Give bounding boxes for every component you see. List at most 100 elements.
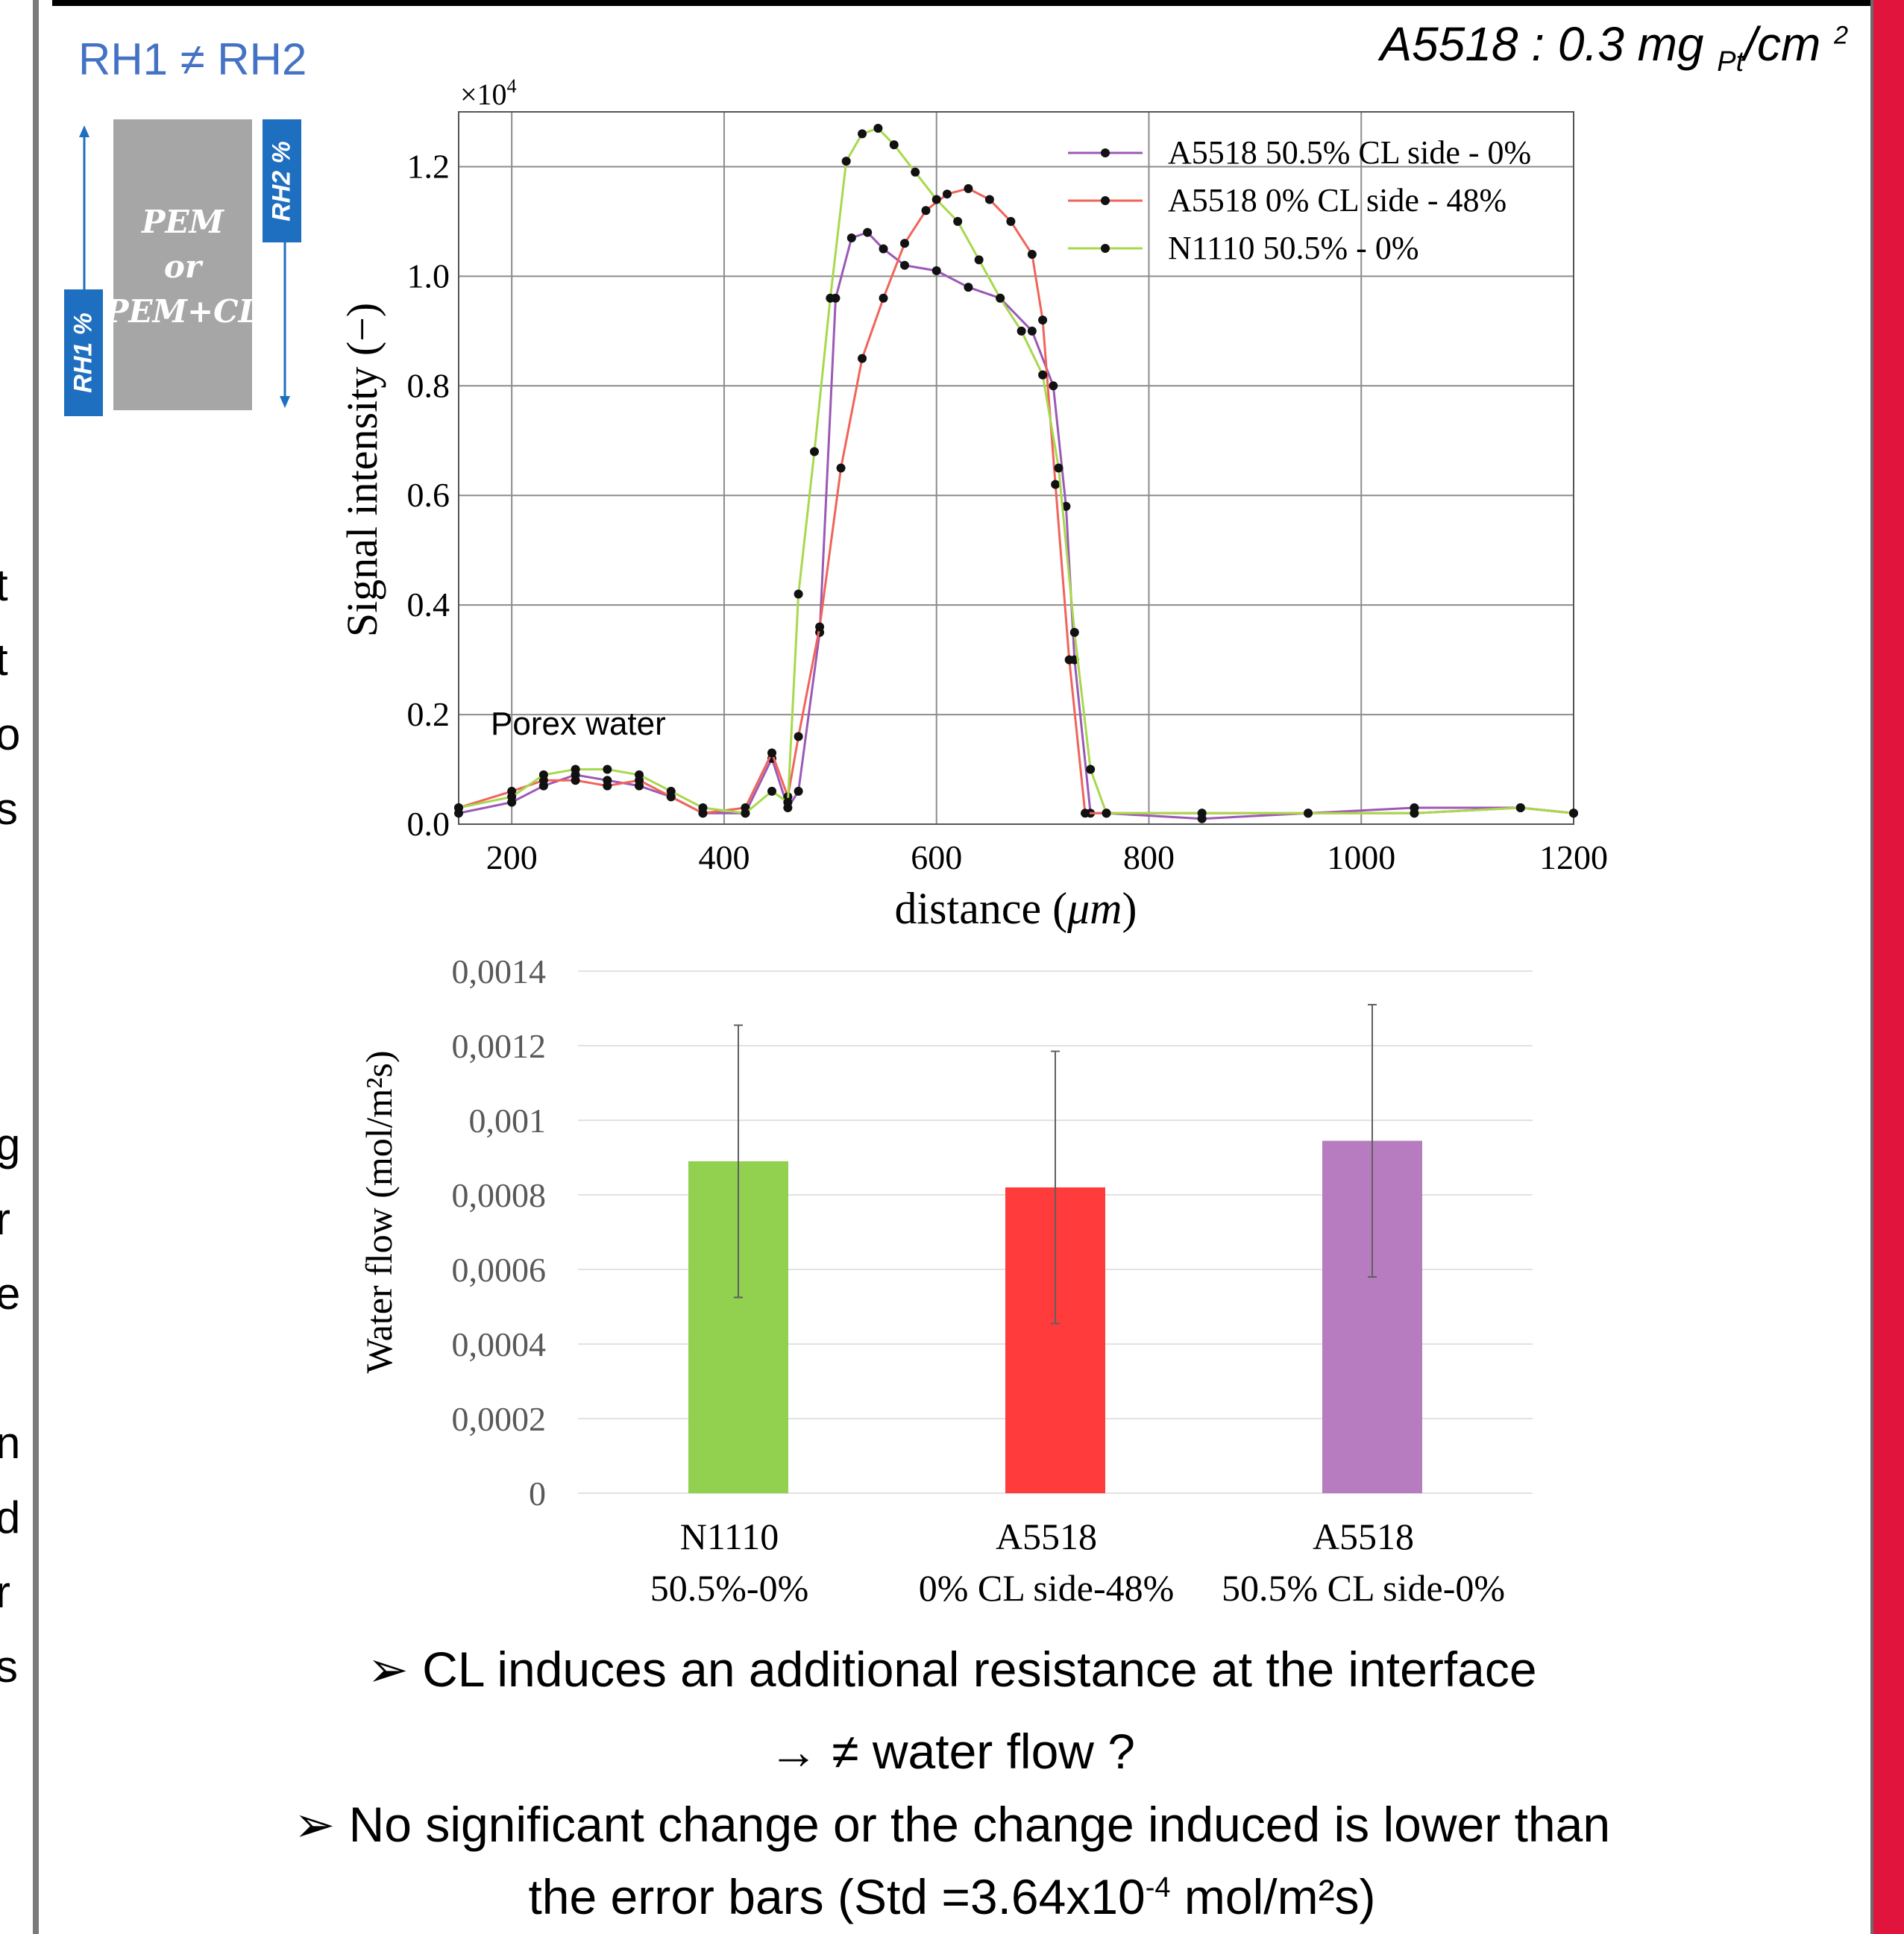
data-point — [635, 770, 644, 779]
data-point — [1038, 370, 1048, 380]
data-point — [964, 283, 973, 292]
data-point — [767, 786, 777, 796]
y-tick-label: 0,0008 — [452, 1176, 547, 1214]
right-arrow-icon: → — [768, 1724, 832, 1779]
data-point — [783, 797, 793, 807]
sample-main: A5518 : 0.3 mg — [1380, 17, 1704, 71]
data-point — [836, 463, 846, 473]
pem-line: PEM — [141, 204, 224, 240]
cut-text-letter: e — [0, 1269, 21, 1319]
left-rule — [33, 0, 39, 1934]
data-point — [984, 195, 994, 204]
line-chart-ylabel: Signal intensity (−) — [338, 303, 386, 637]
data-point — [879, 293, 888, 303]
series-line-3 — [458, 127, 1574, 814]
rh1-tag: RH1 % — [64, 289, 103, 416]
line-chart-legend: A5518 50.5% CL side - 0% A5518 0% CL side… — [1068, 134, 1531, 266]
data-point — [603, 781, 612, 791]
category-label-line2: 0% CL side-48% — [919, 1567, 1175, 1609]
conclusion-text: the error bars (Std =3.64x10 — [528, 1869, 1146, 1924]
exponent: -4 — [1145, 1872, 1171, 1903]
data-point — [794, 732, 803, 741]
x-tick-label: 1200 — [1539, 838, 1608, 876]
data-point — [1064, 655, 1074, 665]
y-tick-label: 0 — [529, 1475, 546, 1513]
pem-box — [113, 119, 252, 410]
data-point — [953, 216, 963, 226]
rh2-tag: RH2 % — [263, 119, 301, 242]
bar-chart-bars — [688, 1004, 1422, 1493]
data-point — [1081, 809, 1090, 818]
legend-marker — [1101, 244, 1110, 253]
data-point — [1569, 809, 1578, 818]
data-point — [996, 293, 1005, 303]
cut-text-letter: s — [0, 1642, 18, 1692]
pem-label: PEM or PEM+CL — [104, 200, 261, 334]
bar-chart-categories: N1110 50.5%-0% A5518 0% CL side-48% A5518 50.… — [650, 1516, 1505, 1609]
cut-text-letter: n — [0, 1418, 21, 1468]
data-point — [1086, 765, 1096, 774]
data-point — [858, 354, 867, 363]
line-chart-series — [454, 124, 1578, 823]
data-point — [858, 129, 867, 139]
conclusion-text: No significant change or the change indu… — [348, 1797, 1611, 1852]
data-point — [666, 786, 676, 796]
conclusion-text: mol/m²s) — [1170, 1869, 1376, 1924]
signal-intensity-chart: 200 400 600 800 1000 1200 0.0 0.2 0.4 0.6 0.8 1.0 1.… — [338, 75, 1608, 933]
data-point — [1304, 809, 1313, 818]
data-point — [889, 140, 899, 150]
data-point — [1054, 463, 1063, 473]
cut-text-letter: r — [0, 1194, 10, 1244]
sample-unit: /cm — [1744, 17, 1821, 71]
category-label-line2: 50.5% CL side-0% — [1222, 1567, 1505, 1609]
sample-sup: 2 — [1834, 21, 1848, 50]
cut-text-letter: t — [0, 635, 8, 685]
y-tick-label: 0,0014 — [452, 955, 547, 990]
y-tick-label: 1.2 — [407, 147, 450, 185]
data-point — [931, 195, 941, 204]
cut-text-letter: o — [0, 709, 21, 759]
data-point — [603, 765, 612, 774]
bar-chart-ylabel: Water flow (mol/m²s) — [358, 1050, 400, 1373]
category-label-line2: 50.5%-0% — [650, 1567, 808, 1609]
conclusion-4: the error bars (Std =3.64x10-4 mol/m²s) — [0, 1868, 1904, 1925]
rh-condition-title: RH1 ≠ RH2 — [78, 34, 307, 84]
sample-sub: Pt — [1717, 45, 1744, 78]
y-multiplier: ×104 — [460, 75, 517, 111]
arrow-bullet-icon: ➢ — [293, 1797, 349, 1852]
top-rule — [52, 0, 1872, 6]
line-chart-frame — [458, 111, 1574, 825]
data-point — [507, 792, 517, 802]
pem-line: or — [163, 248, 202, 285]
data-point — [454, 803, 463, 812]
porex-water-annotation: Porex water — [491, 706, 666, 742]
data-point — [698, 803, 708, 812]
data-point — [974, 255, 984, 265]
data-point — [921, 206, 931, 216]
data-point — [1027, 250, 1037, 259]
legend-marker — [1101, 196, 1110, 205]
y-tick-label: 0,0006 — [452, 1251, 547, 1289]
data-point — [1017, 326, 1026, 336]
right-divider — [1870, 0, 1875, 1934]
data-point — [1410, 809, 1419, 818]
data-point — [964, 183, 973, 193]
y-tick-label: 0.0 — [407, 805, 450, 843]
data-point — [1049, 381, 1058, 391]
y-tick-label: 0,001 — [469, 1102, 547, 1140]
y-tick-label: 0,0002 — [452, 1400, 547, 1438]
data-point — [741, 809, 750, 818]
brand-red-band — [1873, 0, 1904, 1934]
data-point — [873, 124, 883, 134]
pem-line: PEM+CL — [104, 293, 261, 330]
data-point — [767, 748, 777, 758]
category-label-line1: A5518 — [996, 1516, 1097, 1557]
y-tick-label: 0.4 — [407, 585, 450, 624]
rh1-arrow-head — [79, 125, 89, 137]
rh2-arrow-head — [280, 396, 290, 408]
x-tick-label: 600 — [911, 838, 962, 876]
category-label-line1: N1110 — [680, 1516, 779, 1557]
legend-label: A5518 50.5% CL side - 0% — [1168, 134, 1531, 171]
legend-marker — [1101, 148, 1110, 157]
cut-text-letter: g — [0, 1120, 21, 1169]
